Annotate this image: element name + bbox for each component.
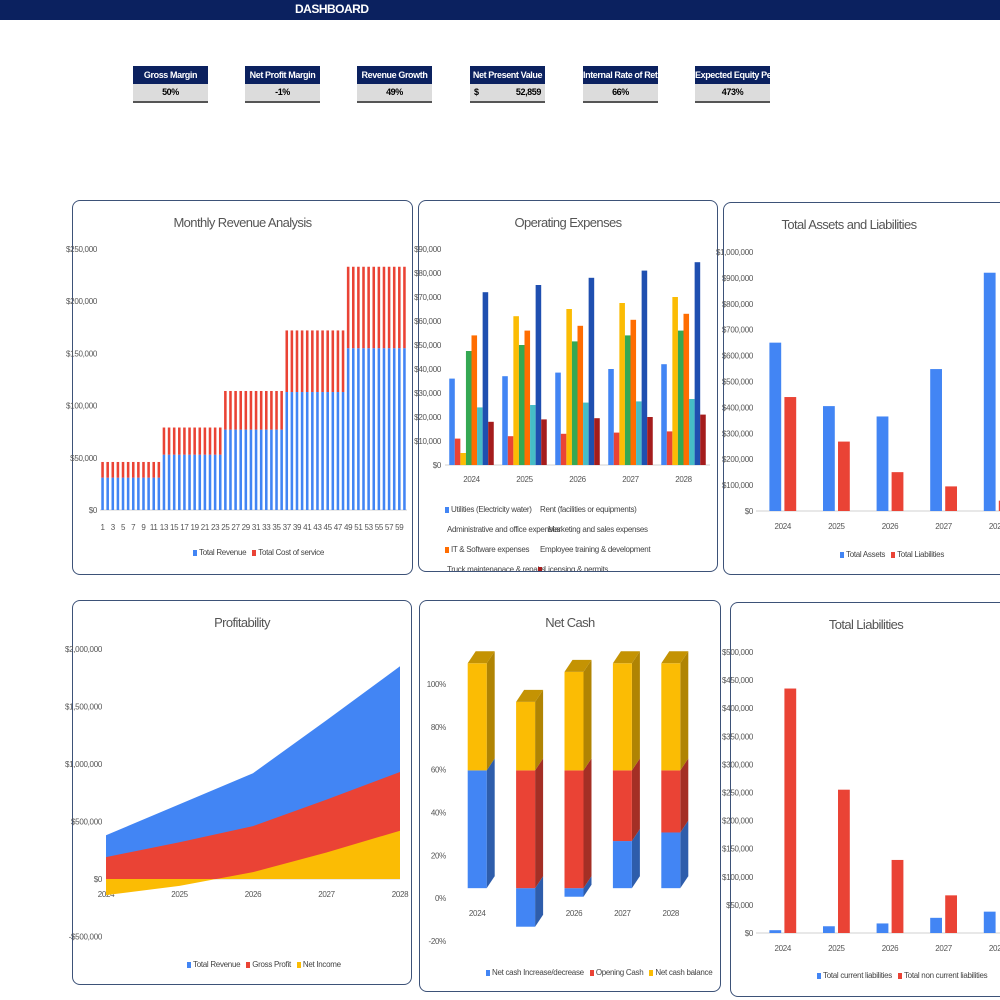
legend-label: Total Revenue [199, 548, 247, 557]
legend-item: Total Revenue [193, 548, 247, 557]
kpi-label: Net Present Value [470, 66, 545, 84]
legend-swatch [445, 506, 449, 513]
legend-label: Opening Cash [595, 968, 644, 977]
legend-item: Administrative and office expenses [445, 525, 561, 534]
legend-item: Rent (facilities or equipments) [538, 505, 637, 514]
kpi-value: 49% [357, 84, 432, 103]
kpi-label: Internal Rate of Return [583, 66, 658, 84]
legend-label: Total Revenue [193, 960, 241, 969]
kpi-label: Revenue Growth [357, 66, 432, 84]
legend-swatch [246, 961, 251, 968]
legend-swatch [445, 546, 449, 553]
legend-label: Utilities (Electricity water) [451, 505, 532, 514]
legend-swatch [897, 972, 902, 979]
chart-title: Monthly Revenue Analysis [173, 215, 312, 230]
legend-label: Total Cost of service [258, 548, 324, 557]
legend-label: Gross Profit [252, 960, 291, 969]
legend-item: Total Liabilities [891, 550, 944, 559]
kpi-value: -1% [245, 84, 320, 103]
legend-swatch [252, 549, 257, 556]
legend-swatch [486, 969, 490, 976]
chart-title: Net Cash [545, 615, 595, 630]
legend-label: Licensing & permits [544, 565, 609, 572]
kpi-value: 52,859 [515, 87, 542, 97]
legend-label: Net cash balance [655, 968, 713, 977]
legend-item: Gross Profit [246, 960, 291, 969]
legend-label: Marketing and sales expenses [548, 525, 648, 534]
legend-item: Opening Cash [589, 968, 644, 977]
legend-swatch [538, 566, 542, 571]
legend-swatch [187, 961, 191, 968]
legend-item: Total non current liabilities [897, 971, 988, 980]
kpi-value: 473% [695, 84, 770, 103]
kpi-net-present-value: Net Present Value $ 52,859 [470, 66, 545, 103]
legend-swatch [817, 972, 821, 979]
legend-item: Total Cost of service [252, 548, 324, 557]
dashboard-title: DASHBOARD [295, 2, 369, 16]
legend-item: Marketing and sales expenses [546, 525, 648, 534]
kpi-value: 66% [583, 84, 658, 103]
legend-label: Rent (facilities or equipments) [540, 505, 637, 514]
chart-title: Total Assets and Liabilities [781, 217, 918, 232]
legend-label: Employee training & development [540, 545, 651, 554]
chart-operating-expenses: Operating Expenses Utilities (Electricit… [418, 200, 718, 572]
chart-profitability: Profitability Total Revenue Gross Profit N… [72, 600, 412, 985]
chart-title: Profitability [214, 615, 270, 630]
legend-item: Employee training & development [538, 545, 651, 554]
legend-item: Total current liabilities [817, 971, 892, 980]
chart-monthly-revenue: Monthly Revenue Analysis Total Revenue To… [72, 200, 413, 575]
legend-item: IT & Software expenses [445, 545, 532, 554]
dashboard-header: DASHBOARD [0, 0, 1000, 20]
legend-swatch [840, 551, 844, 558]
legend-label: Administrative and office expenses [447, 525, 561, 534]
kpi-value: 50% [133, 84, 208, 103]
kpi-internal-rate-of-return: Internal Rate of Return 66% [583, 66, 658, 103]
chart-legend: Utilities (Electricity water) Rent (facil… [445, 505, 715, 572]
legend-swatch [589, 969, 594, 976]
chart-title: Total Liabilities [828, 617, 904, 632]
kpi-label: Expected Equity Percentage [695, 66, 770, 84]
legend-item: Licensing & permits [538, 565, 625, 572]
chart-legend: Total Assets Total Liabilities [840, 550, 950, 559]
chart-total-liabilities: Total Liabilities Total current liabilit… [730, 602, 1000, 997]
legend-swatch [649, 969, 654, 976]
legend-item: Utilities (Electricity water) [445, 505, 532, 514]
kpi-currency: $ [474, 87, 479, 97]
legend-label: Net cash Increase/decrease [492, 968, 584, 977]
kpi-net-profit-margin: Net Profit Margin -1% [245, 66, 320, 103]
legend-label: Total Assets [846, 550, 886, 559]
kpi-gross-margin: Gross Margin 50% [133, 66, 208, 103]
chart-legend: Total Revenue Gross Profit Net Income [187, 960, 347, 969]
kpi-label: Net Profit Margin [245, 66, 320, 84]
legend-item: Net cash Increase/decrease [486, 968, 584, 977]
legend-label: IT & Software expenses [451, 545, 530, 554]
legend-label: Total Liabilities [897, 550, 945, 559]
legend-label: Total non current liabilities [903, 971, 988, 980]
legend-item: Total Revenue [187, 960, 241, 969]
chart-total-assets-liabilities: Total Assets and Liabilities Total Asset… [723, 202, 1000, 575]
legend-label: Net Income [302, 960, 341, 969]
chart-legend: Total Revenue Total Cost of service [193, 548, 330, 557]
kpi-expected-equity-percentage: Expected Equity Percentage 473% [695, 66, 770, 103]
legend-label: Total current liabilities [823, 971, 892, 980]
chart-legend: Net cash Increase/decrease Opening Cash Ne… [486, 968, 718, 977]
legend-label: Truck maintenanace & repairs [447, 565, 546, 572]
legend-item: Net Income [296, 960, 341, 969]
legend-item: Truck maintenanace & repairs [445, 565, 545, 571]
kpi-revenue-growth: Revenue Growth 49% [357, 66, 432, 103]
kpi-label: Gross Margin [133, 66, 208, 84]
legend-item: Net cash balance [649, 968, 713, 977]
legend-swatch [296, 961, 301, 968]
chart-title: Operating Expenses [514, 215, 623, 230]
chart-net-cash: Net Cash Net cash Increase/decrease Openi… [419, 600, 721, 992]
legend-swatch [891, 551, 896, 558]
kpi-value-box: $ 52,859 [470, 84, 545, 103]
legend-swatch [193, 549, 197, 556]
legend-item: Total Assets [840, 550, 885, 559]
chart-legend: Total current liabilities Total non curre… [817, 971, 993, 980]
